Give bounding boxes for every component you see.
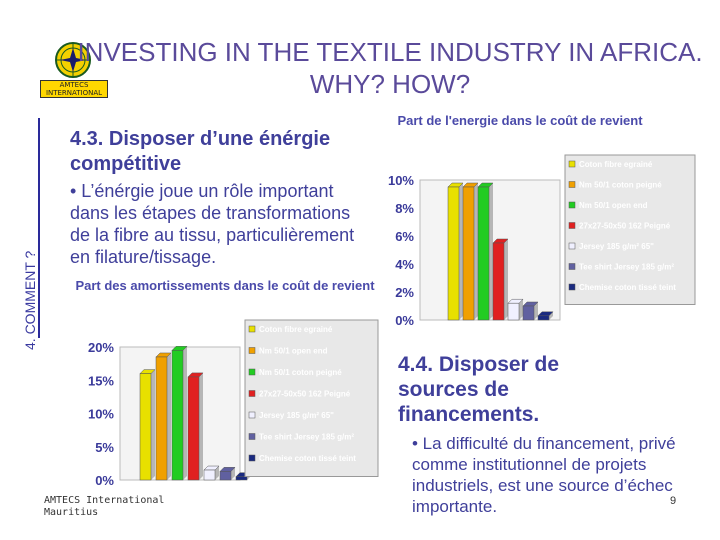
chart-amortissements: Part des amortissements dans le coût de … xyxy=(75,278,379,488)
legend-label: Nm 50/1 open end xyxy=(579,201,648,210)
legend-label: Jersey 185 g/m² 65" xyxy=(259,411,334,420)
bar xyxy=(203,469,216,481)
page-number: 9 xyxy=(670,495,677,507)
logo-text: AMTECS INTERNATIONAL xyxy=(40,80,108,98)
bar-shadow xyxy=(215,466,219,480)
legend-swatch xyxy=(568,160,576,168)
legend-label: Nm 50/1 coton peigné xyxy=(579,181,662,190)
legend-label: Chemise coton tissé teint xyxy=(579,283,676,292)
bar xyxy=(187,376,200,481)
legend-label: Tee shirt Jersey 185 g/m² xyxy=(259,433,354,442)
legend-swatch xyxy=(568,201,576,209)
section-43-title: 4.3. Disposer d’une énérgie compétitive xyxy=(70,128,331,175)
y-tick-label: 0% xyxy=(95,473,114,488)
y-tick-label: 4% xyxy=(395,257,414,272)
bar-shadow xyxy=(151,369,155,480)
section-44-title: 4.4. Disposer de sources de financements… xyxy=(398,353,560,426)
legend xyxy=(564,154,696,305)
section-43-text: • L’énérgie joue un rôle important dans … xyxy=(70,181,355,267)
legend-label: Tee shirt Jersey 185 g/m² xyxy=(579,263,674,272)
bar-shadow xyxy=(199,372,203,480)
bar xyxy=(492,242,505,321)
legend-label: 27x27-50x50 162 Peigné xyxy=(579,222,671,231)
y-tick-label: 20% xyxy=(88,340,114,355)
y-tick-label: 10% xyxy=(388,173,414,188)
bar xyxy=(447,186,460,321)
legend-swatch xyxy=(248,368,256,376)
bar-shadow xyxy=(459,183,463,320)
logo xyxy=(40,40,106,98)
y-tick-label: 0% xyxy=(395,313,414,328)
side-divider xyxy=(38,118,40,338)
bar xyxy=(219,471,232,481)
bar xyxy=(507,302,520,321)
globe-logo-icon xyxy=(55,42,91,78)
y-tick-label: 5% xyxy=(95,440,114,455)
legend-swatch xyxy=(248,325,256,333)
y-tick-label: 2% xyxy=(395,285,414,300)
bar xyxy=(522,305,535,321)
chart-energy: Part de l'energie dans le coût de revien… xyxy=(388,113,696,328)
legend-swatch xyxy=(568,283,576,291)
legend-swatch xyxy=(248,390,256,397)
bar xyxy=(462,186,475,321)
legend xyxy=(244,319,379,477)
legend-label: Coton fibre egrainé xyxy=(579,160,653,169)
legend-swatch xyxy=(248,411,256,419)
y-tick-label: 10% xyxy=(88,407,114,422)
bar-shadow xyxy=(474,183,478,320)
bar xyxy=(139,373,152,481)
bar xyxy=(235,476,248,481)
legend-swatch xyxy=(568,222,576,229)
bar xyxy=(171,350,184,481)
bar-shadow xyxy=(549,311,553,320)
chart-title: Part des amortissements dans le coût de … xyxy=(75,278,375,293)
footer-text: AMTECS International Mauritius xyxy=(44,495,165,518)
legend-label: 27x27-50x50 162 Peigné xyxy=(259,390,351,399)
bar-shadow xyxy=(519,299,523,320)
side-label: 4. COMMENT ? xyxy=(22,250,38,350)
section-44-text: • La difficulté du financement, privé co… xyxy=(412,434,676,516)
legend-swatch xyxy=(568,242,576,250)
y-tick-label: 8% xyxy=(395,201,414,216)
legend-swatch xyxy=(568,181,576,188)
bar xyxy=(477,186,490,321)
legend-label: Jersey 185 g/m² 65" xyxy=(579,242,654,251)
bar-shadow xyxy=(489,183,493,320)
legend-swatch xyxy=(568,263,576,270)
y-tick-label: 15% xyxy=(88,373,114,388)
bar-shadow xyxy=(167,352,171,480)
legend-label: Chemise coton tissé teint xyxy=(259,454,356,463)
y-tick-label: 6% xyxy=(395,229,414,244)
bar-shadow xyxy=(534,302,538,320)
bar xyxy=(537,315,550,321)
legend-swatch xyxy=(248,454,256,462)
legend-label: Coton fibre egrainé xyxy=(259,325,333,334)
bar-shadow xyxy=(183,346,187,480)
chart-title: Part de l'energie dans le coût de revien… xyxy=(397,113,643,128)
bar xyxy=(155,356,168,481)
legend-label: Nm 50/1 coton peigné xyxy=(259,368,342,377)
bar-shadow xyxy=(504,239,508,320)
legend-label: Nm 50/1 open end xyxy=(259,347,328,356)
page-title: INVESTING IN THE TEXTILE INDUSTRY IN AFR… xyxy=(77,37,703,99)
legend-swatch xyxy=(248,347,256,354)
legend-swatch xyxy=(248,433,256,440)
